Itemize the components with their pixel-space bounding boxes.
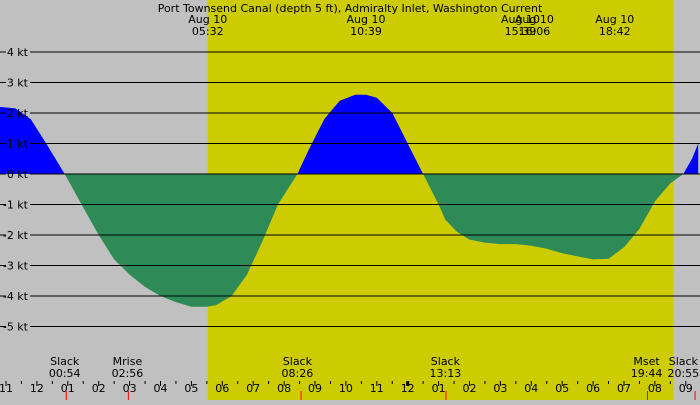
- x-tick-label: 03: [123, 382, 137, 395]
- gridline-layer: [0, 51, 700, 327]
- top-annotation-time: 10:39: [350, 25, 382, 38]
- y-tick-label: -3 kt: [3, 260, 29, 273]
- top-annotation-date: Aug 10: [595, 13, 634, 26]
- x-tick-label: 11: [370, 382, 384, 395]
- bottom-annotation-label: Slack: [50, 355, 80, 368]
- current-area-layer: [0, 94, 699, 307]
- bottom-annotation-layer: Slack00:54Mrise02:56Slack08:26Slack13:13…: [49, 355, 699, 380]
- y-tick-label: -2 kt: [3, 229, 29, 242]
- y-tick-label: 4 kt: [7, 46, 29, 59]
- x-tick-label: 08: [277, 382, 291, 395]
- x-tick-label: 06: [586, 382, 600, 395]
- top-annotation-date: Aug 10: [188, 13, 227, 26]
- x-tick-label: 03: [493, 382, 507, 395]
- bottom-annotation-time: 08:26: [282, 367, 314, 380]
- y-tick-label: 0 kt: [7, 168, 29, 181]
- x-tick-label: 05: [184, 382, 198, 395]
- x-tick-label: 01: [61, 382, 75, 395]
- top-annotation-date: Aug 10: [501, 13, 540, 26]
- top-annotation-time: 16:06: [519, 25, 551, 38]
- x-tick-label: 04: [154, 382, 168, 395]
- y-tick-label: 3 kt: [7, 77, 29, 90]
- x-tick-label: 02: [92, 382, 106, 395]
- y-tick-label-layer: 4 kt 3 kt 2 kt 1 kt 0 kt -1 kt -2 kt -3 kt -4 kt…: [3, 46, 29, 334]
- y-tick-label: 2 kt: [7, 107, 29, 120]
- top-annotation-time: 18:42: [599, 25, 631, 38]
- top-annotation-date: Aug 10: [346, 13, 385, 26]
- bottom-annotation-label: Slack: [431, 355, 461, 368]
- x-tick-label: 11: [0, 382, 13, 395]
- top-annotation-time: 15:39: [505, 25, 537, 38]
- bottom-annotation-time: 20:55: [667, 367, 699, 380]
- x-tick-label: 10: [339, 382, 353, 395]
- top-annotation-time: 05:32: [192, 25, 224, 38]
- flood-current-area: [0, 94, 699, 174]
- y-tick-label: -5 kt: [3, 321, 29, 334]
- x-tick-label: 06: [215, 382, 229, 395]
- x-axis-layer: 11 12 01 02 03 04 05 06 07 08 09 10 11 12 01 02 03 04 05 06…: [0, 381, 696, 400]
- x-tick-label: 02: [463, 382, 477, 395]
- x-tick-label: 09: [679, 382, 693, 395]
- x-tick-label: 09: [308, 382, 322, 395]
- x-tick-label: 07: [246, 382, 260, 395]
- y-tick-label: -1 kt: [3, 199, 29, 212]
- bottom-annotation-label: Slack: [283, 355, 313, 368]
- x-tick-label: 04: [524, 382, 538, 395]
- x-tick-label: 07: [617, 382, 631, 395]
- x-tick-label: 08: [648, 382, 662, 395]
- x-tick-label: 12: [30, 382, 44, 395]
- bottom-annotation-time: 00:54: [49, 367, 81, 380]
- x-tick-label: 05: [555, 382, 569, 395]
- bottom-annotation-time: 02:56: [112, 367, 144, 380]
- bottom-annotation-time: 13:13: [430, 367, 462, 380]
- ebb-current-area: [0, 174, 699, 307]
- bottom-annotation-label: Slack: [669, 355, 699, 368]
- x-tick-label: 12: [401, 382, 415, 395]
- bottom-annotation-label: Mset: [633, 355, 660, 368]
- x-tick-label: 01: [432, 382, 446, 395]
- top-annotation-date: Aug 10: [515, 13, 554, 26]
- bottom-annotation-time: 19:44: [631, 367, 663, 380]
- chart-title: Port Townsend Canal (depth 5 ft), Admira…: [158, 2, 543, 15]
- y-tick-label: 1 kt: [7, 138, 29, 151]
- y-tick-label: -4 kt: [3, 290, 29, 303]
- bottom-annotation-label: Mrise: [113, 355, 143, 368]
